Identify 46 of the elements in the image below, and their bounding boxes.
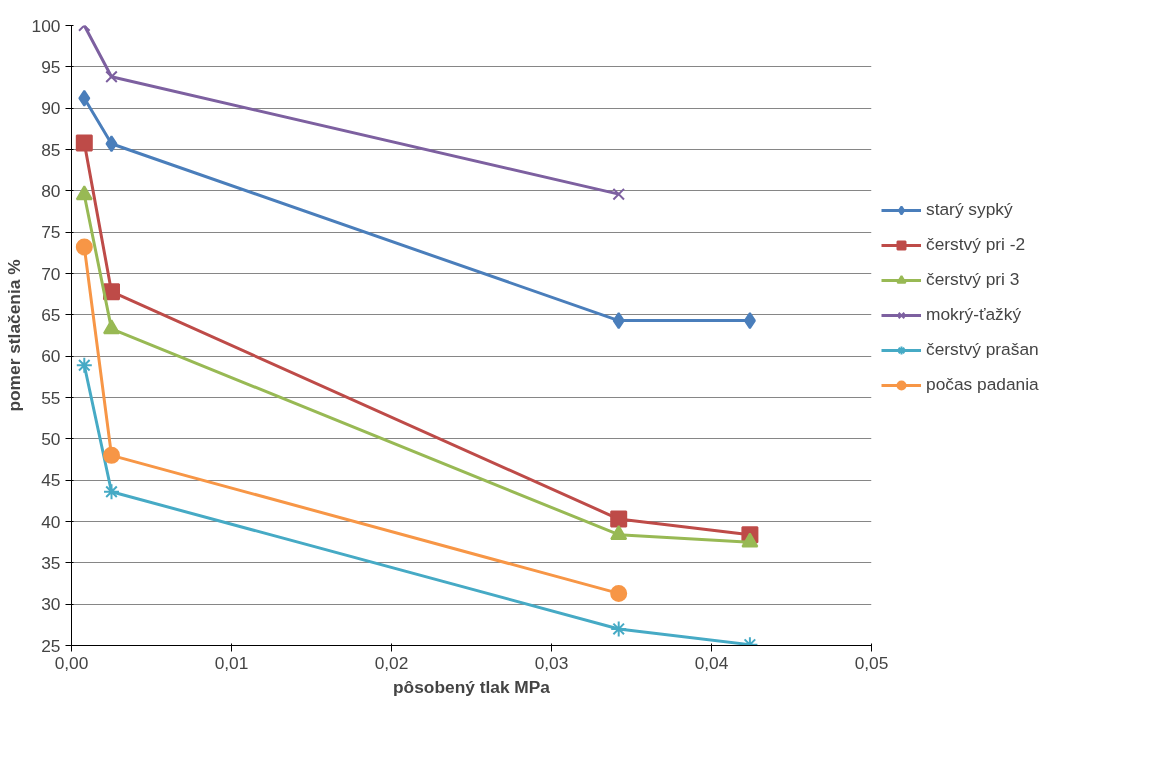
y-tick-label: 35 — [41, 552, 61, 573]
point — [75, 185, 93, 201]
y-tick-label: 65 — [41, 304, 61, 325]
point — [103, 483, 120, 501]
legend-label: počas padania — [926, 374, 1039, 395]
point — [610, 620, 628, 638]
point — [75, 134, 93, 152]
point — [105, 70, 118, 84]
y-tick-label: 45 — [41, 470, 61, 491]
legend-label: mokrý-ťažký — [926, 304, 1022, 325]
y-tick-label: 100 — [31, 15, 61, 36]
legend-label: čerstvý pri 3 — [926, 269, 1020, 290]
point — [103, 319, 120, 335]
point — [105, 135, 118, 153]
y-tick-label: 40 — [41, 511, 61, 532]
legend-label: starý sypký — [926, 199, 1013, 220]
x-tick-label: 0,05 — [854, 652, 889, 673]
point — [610, 510, 628, 528]
x-axis-title: pôsobený tlak MPa — [393, 676, 551, 697]
y-axis-title: pomer stlačenia % — [3, 259, 24, 412]
point — [75, 356, 93, 374]
point — [78, 89, 91, 107]
point — [610, 584, 628, 602]
legend-label: čerstvý prašan — [926, 339, 1039, 360]
y-tick-label: 75 — [41, 222, 61, 243]
legend-label: čerstvý pri -2 — [926, 234, 1026, 255]
x-tick-label: 0,03 — [534, 652, 569, 673]
y-tick-label: 50 — [41, 428, 61, 449]
point — [743, 312, 756, 330]
point — [103, 446, 120, 464]
y-tick-label: 95 — [41, 56, 61, 77]
y-tick-label: 80 — [41, 180, 61, 201]
x-tick-label: 0,02 — [374, 652, 409, 673]
y-tick-label: 55 — [41, 387, 61, 408]
x-tick-label: 0,01 — [214, 652, 249, 673]
y-tick-label: 60 — [41, 346, 61, 367]
y-tick-label: 85 — [41, 139, 61, 160]
point — [612, 187, 625, 201]
y-tick-label: 70 — [41, 263, 61, 284]
point — [741, 532, 759, 548]
x-tick-label: 0,04 — [694, 652, 729, 673]
point — [610, 525, 628, 541]
point — [75, 238, 93, 256]
y-tick-label: 30 — [41, 594, 61, 615]
point — [612, 312, 625, 330]
y-tick-label: 90 — [41, 98, 61, 119]
